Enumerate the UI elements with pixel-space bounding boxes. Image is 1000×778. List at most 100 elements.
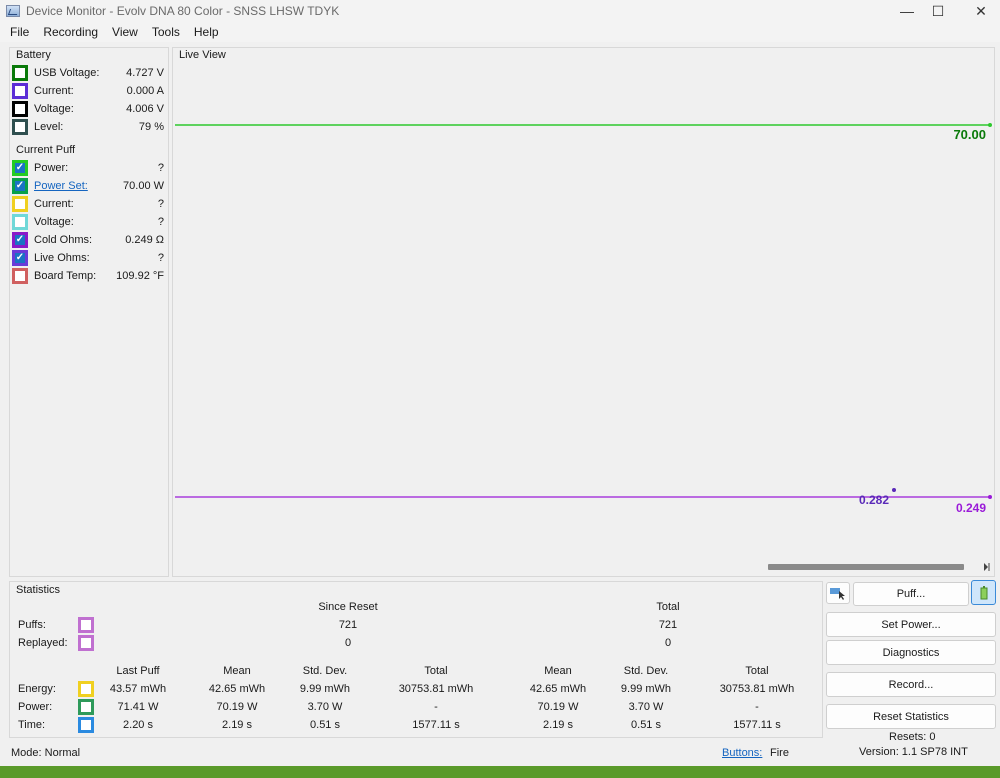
checkbox-cold-ohms[interactable]: ✓ <box>12 232 28 248</box>
cold-ohms-value-label: 0.249 <box>956 501 986 515</box>
puff-button[interactable]: Puff... <box>853 582 969 606</box>
checkbox-usb-voltage[interactable] <box>12 65 28 81</box>
current_puff-row-power: ✓ Power:? <box>12 159 164 177</box>
stat-checkbox-power[interactable] <box>78 699 94 715</box>
stat-col-header-last-puff-0: Last Puff <box>116 665 160 677</box>
version-label: Version: 1.1 SP78 INT <box>859 746 968 758</box>
replayed-checkbox[interactable] <box>78 635 94 651</box>
buttons-link[interactable]: Buttons: <box>722 747 763 759</box>
current_puff-row-voltage: Voltage:? <box>12 213 164 231</box>
label-live-ohms: Live Ohms: <box>34 252 90 264</box>
stat-col-header-mean-1: Mean <box>223 665 251 677</box>
scroll-right-arrow-icon[interactable] <box>984 563 988 571</box>
label-voltage: Voltage: <box>34 216 74 228</box>
left-panel: Battery USB Voltage: 4.727 V Current: 0.000… <box>9 47 169 577</box>
value-board-temp: 109.92 °F <box>116 270 164 282</box>
current-puff-group-title: Current Puff <box>16 144 76 156</box>
value-level: 79 % <box>138 121 164 133</box>
diagnostics-button[interactable]: Diagnostics <box>826 640 996 665</box>
puffs-checkbox[interactable] <box>78 617 94 633</box>
puffs-label: Puffs: <box>18 619 46 631</box>
maximize-button[interactable]: ☐ <box>931 2 945 19</box>
stat-cell-energy-2: 9.99 mWh <box>299 683 351 695</box>
stat-cell-time-3: 1577.11 s <box>412 719 460 731</box>
live-view-panel: Live View <box>172 47 995 577</box>
current_puff-row-board-temp: Board Temp: 109.92 °F <box>12 267 164 285</box>
checkbox-live-ohms[interactable]: ✓ <box>12 250 28 266</box>
fire-indicator-button[interactable] <box>971 580 996 605</box>
value-usb-voltage: 4.727 V <box>126 67 164 79</box>
record-button[interactable]: Record... <box>826 672 996 697</box>
stat-cell-energy-5: 9.99 mWh <box>620 683 672 695</box>
menu-help[interactable]: Help <box>193 25 219 39</box>
checkbox-current[interactable] <box>12 196 28 212</box>
checkbox-power[interactable]: ✓ <box>12 160 28 176</box>
minimize-button[interactable]: — <box>900 3 914 19</box>
stat-cell-power-0: 71.41 W <box>117 701 159 713</box>
stat-col-header-std-dev-2: Std. Dev. <box>302 665 348 677</box>
value-voltage: ? <box>157 216 164 228</box>
menu-tools[interactable]: Tools <box>151 25 180 39</box>
battery-row-level: Level: 79 % <box>12 118 164 136</box>
app-chart-icon <box>6 5 20 17</box>
menu-recording[interactable]: Recording <box>43 25 99 39</box>
stat-cell-power-4: 70.19 W <box>537 701 579 713</box>
checkmark-icon: ✓ <box>15 162 25 173</box>
live-view-title: Live View <box>179 49 226 61</box>
stat-checkbox-time[interactable] <box>78 717 94 733</box>
replayed-label: Replayed: <box>18 637 68 649</box>
set-power-button[interactable]: Set Power... <box>826 612 996 637</box>
reset-statistics-button[interactable]: Reset Statistics <box>826 704 996 729</box>
close-button[interactable]: ✕ <box>975 2 987 19</box>
pointer-tool-button[interactable] <box>826 582 850 604</box>
stat-cell-energy-4: 42.65 mWh <box>529 683 587 695</box>
value-cold-ohms: 0.249 Ω <box>125 234 164 246</box>
stat-cell-time-4: 2.19 s <box>543 719 573 731</box>
mode-status: Mode: Normal <box>11 747 81 759</box>
cold-ohms-endpoint <box>988 495 992 499</box>
total-header: Total <box>656 601 680 613</box>
checkbox-current[interactable] <box>12 83 28 99</box>
replayed-total: 0 <box>664 637 672 649</box>
current_puff-row-live-ohms: ✓ Live Ohms:? <box>12 249 164 267</box>
horizontal-scrollbar-thumb[interactable] <box>768 564 964 570</box>
value-power: ? <box>157 162 164 174</box>
puffs-since-reset: 721 <box>338 619 358 631</box>
stat-cell-power-5: 3.70 W <box>628 701 664 713</box>
checkmark-icon: ✓ <box>15 252 25 263</box>
checkbox-board-temp[interactable] <box>12 268 28 284</box>
title-bar: Device Monitor - Evolv DNA 80 Color - SN… <box>0 0 1000 22</box>
stat-col-header-total-3: Total <box>424 665 448 677</box>
replayed-since-reset: 0 <box>344 637 352 649</box>
label-level: Level: <box>34 121 64 133</box>
stat-col-header-total-6: Total <box>745 665 769 677</box>
stat-cell-time-5: 0.51 s <box>631 719 661 731</box>
current_puff-row-cold-ohms: ✓ Cold Ohms: 0.249 Ω <box>12 231 164 249</box>
battery-row-usb-voltage: USB Voltage: 4.727 V <box>12 64 164 82</box>
checkbox-voltage[interactable] <box>12 214 28 230</box>
checkbox-level[interactable] <box>12 119 28 135</box>
label-cold-ohms: Cold Ohms: <box>34 234 93 246</box>
label-power-set[interactable]: Power Set: <box>34 180 88 192</box>
stat-cell-energy-3: 30753.81 mWh <box>398 683 474 695</box>
live-ohms-point <box>892 488 896 492</box>
stat-row-label-time: Time: <box>18 719 46 731</box>
power-set-value-label: 70.00 <box>953 127 986 142</box>
checkmark-icon: ✓ <box>15 180 25 191</box>
checkbox-power-set[interactable]: ✓ <box>12 178 28 194</box>
buttons-value: Fire <box>770 747 789 759</box>
puffs-total: 721 <box>658 619 678 631</box>
window-title: Device Monitor - Evolv DNA 80 Color - SN… <box>26 4 340 18</box>
menu-file[interactable]: File <box>10 25 30 39</box>
stat-checkbox-energy[interactable] <box>78 681 94 697</box>
stat-cell-energy-6: 30753.81 mWh <box>719 683 795 695</box>
stat-col-header-std-dev-5: Std. Dev. <box>623 665 669 677</box>
menu-bar: File Recording View Tools Help <box>0 22 1000 42</box>
resets-count: Resets: 0 <box>889 731 936 743</box>
value-live-ohms: ? <box>157 252 164 264</box>
label-power: Power: <box>34 162 69 174</box>
statistics-panel: Statistics <box>9 581 823 738</box>
checkbox-voltage[interactable] <box>12 101 28 117</box>
menu-view[interactable]: View <box>112 25 138 39</box>
